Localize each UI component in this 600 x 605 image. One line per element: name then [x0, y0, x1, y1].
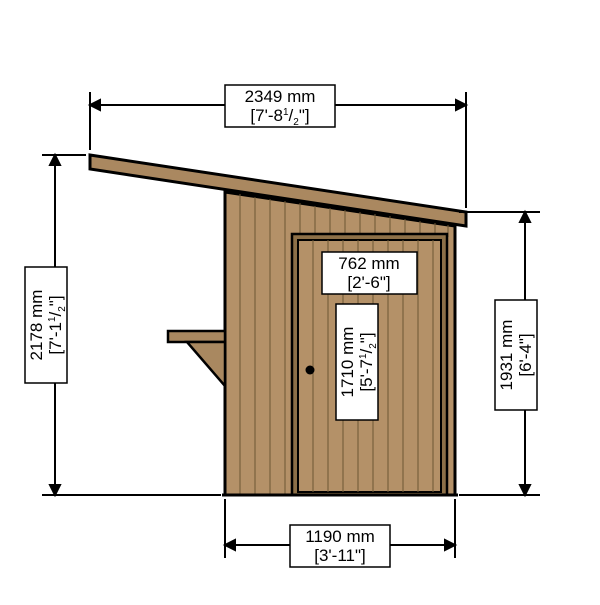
dim-label-overall-width: 2349 mm [7'-81/2"] — [225, 85, 335, 128]
door-width-mm: 762 mm — [338, 254, 399, 273]
right-height-imp: [6'-4"] — [516, 333, 535, 376]
overall-width-imp-whole: 7'-8 — [255, 106, 283, 125]
dim-label-right-height: 1931 mm [6'-4"] — [495, 300, 537, 410]
base-width-imp: [3'-11"] — [314, 546, 366, 565]
door-width-imp: [2'-6"] — [347, 273, 390, 292]
right-height-mm: 1931 mm — [497, 320, 516, 391]
overall-height-mm: 2178 mm — [27, 290, 46, 361]
svg-text:[7'-11/2"]: [7'-11/2"] — [46, 295, 68, 354]
base-width-mm: 1190 mm — [305, 527, 375, 546]
overall-width-mm: 2349 mm — [245, 87, 316, 106]
dim-label-door-width: 762 mm [2'-6"] — [322, 252, 417, 294]
door-knob — [306, 366, 315, 375]
dim-label-base-width: 1190 mm [3'-11"] — [290, 525, 390, 567]
dim-label-overall-height: 2178 mm [7'-11/2"] — [25, 267, 68, 383]
svg-text:[5'-71/2"]: [5'-71/2"] — [357, 332, 379, 391]
door-height-mm: 1710 mm — [338, 327, 357, 398]
svg-text:[7'-81/2"]: [7'-81/2"] — [250, 106, 309, 128]
dim-label-door-height: 1710 mm [5'-71/2"] — [336, 304, 379, 420]
shed-diagram: 2349 mm [7'-81/2"] 2178 mm [7'-11/2"] 19… — [0, 0, 600, 600]
shelf — [168, 331, 225, 386]
